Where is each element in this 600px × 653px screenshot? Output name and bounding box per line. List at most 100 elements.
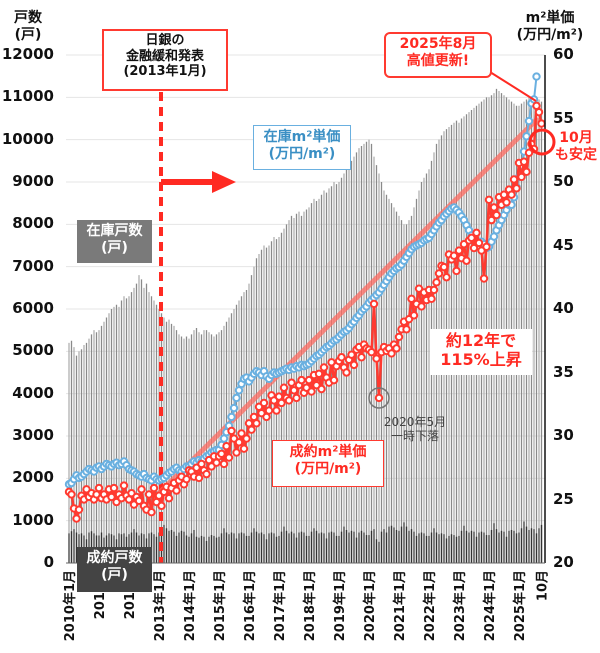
x-tick-label: 2021年1月	[392, 570, 408, 641]
contract-price-point	[107, 492, 116, 502]
left-tick-label: 12000	[1, 45, 54, 63]
contract-price-point	[472, 228, 481, 238]
contract-price-point	[194, 473, 204, 483]
contract-price-point	[109, 483, 119, 493]
arrow-icon	[161, 171, 236, 193]
left-tick-label: 7000	[12, 256, 54, 275]
contract-price-point	[74, 505, 84, 514]
contract-price-point	[319, 363, 329, 372]
contract-price-point	[489, 203, 499, 212]
inventory-price-label: 在庫m²単価 (万円/m²)	[253, 125, 351, 170]
contract-price-point	[314, 369, 324, 378]
contract-price-point	[219, 459, 229, 469]
contract-price-point	[272, 406, 281, 415]
contract-price-point	[434, 269, 444, 278]
contract-price-series	[64, 101, 546, 524]
contract-price-point	[462, 256, 471, 265]
x-axis-labels: 2010年1月 2011年 2012年 2013年1月 2014年1月 2015年1月 20…	[62, 570, 551, 641]
covid-dip-circle	[368, 387, 390, 409]
stable-annotation: 10月 も安定	[555, 130, 597, 163]
contract-price-point	[432, 278, 441, 287]
high-callout: 2025年8月 高値更新!	[384, 32, 492, 78]
contract-price-point	[242, 434, 251, 443]
contract-price-point	[259, 398, 269, 408]
left-axis-title: 戸数 (戸)	[14, 10, 42, 43]
x-tick-label: 10月	[536, 570, 551, 601]
contract-price-point	[372, 354, 381, 363]
inventory-price-point	[232, 393, 241, 403]
covid-annotation: 2020年5月 一時下落	[383, 415, 447, 444]
contract-price-point	[232, 448, 241, 457]
contract-price-point	[452, 266, 461, 276]
contract-price-point	[149, 483, 159, 493]
left-tick-label: 11000	[1, 87, 54, 106]
contract-price-point	[357, 353, 366, 362]
contract-price-point	[342, 368, 351, 377]
contract-price-point	[407, 294, 416, 304]
x-tick-label: 2020年1月	[362, 570, 378, 641]
contract-units-label: 成約戸数 (戸)	[77, 547, 152, 592]
left-tick-label: 6000	[12, 299, 54, 317]
contract-price-point	[469, 243, 479, 253]
contract-price-point	[369, 299, 379, 309]
contract-price-point	[499, 190, 509, 199]
contract-price-point	[307, 387, 316, 396]
contract-price-point	[292, 393, 301, 403]
trend-line	[156, 117, 539, 496]
right-tick-label: 20	[553, 553, 574, 571]
x-tick-label: 2024年1月	[482, 570, 498, 641]
contract-price-point	[454, 246, 464, 255]
contract-price-point	[164, 494, 174, 503]
contract-price-point	[417, 302, 426, 311]
contract-price-point	[484, 195, 494, 204]
inventory-price-point	[524, 116, 534, 126]
contract-price-point	[252, 419, 261, 428]
contract-price-point	[182, 474, 191, 484]
contract-price-point	[392, 344, 401, 353]
left-tick-label: 4000	[12, 383, 54, 402]
left-tick-label: 8000	[12, 214, 54, 233]
contract-price-point	[202, 469, 211, 479]
contract-price-point	[509, 175, 519, 184]
contract-price-point	[394, 332, 404, 342]
x-tick-label: 2015年1月	[212, 570, 228, 641]
contract-price-point	[479, 274, 489, 283]
contract-price-point	[304, 375, 314, 385]
contract-price-point	[427, 294, 436, 304]
contract-price-point	[227, 426, 236, 436]
contract-price-point	[72, 514, 81, 523]
contract-price-point	[144, 490, 154, 499]
contract-price-point	[157, 501, 166, 511]
contract-price-point	[134, 496, 144, 505]
contract-price-point	[67, 490, 76, 499]
contract-price-point	[387, 349, 396, 358]
right-tick-label: 40	[553, 299, 574, 317]
left-tick-label: 10000	[1, 129, 54, 148]
contract-price-point	[222, 441, 231, 451]
x-tick-label: 2019年1月	[332, 570, 348, 641]
contract-price-point	[449, 251, 459, 260]
inventory-units-label: 在庫戸数 (戸)	[77, 220, 152, 263]
right-tick-label: 25	[553, 489, 574, 508]
x-tick-label: 2010年1月	[62, 570, 78, 641]
x-tick-label: 2023年1月	[452, 570, 468, 641]
x-tick-label: 2014年1月	[182, 570, 198, 641]
contract-price-point	[284, 396, 294, 405]
contract-price-point	[512, 184, 521, 193]
right-tick-label: 45	[553, 235, 574, 254]
left-tick-label: 3000	[12, 426, 54, 444]
contract-price-point	[402, 325, 411, 334]
contract-price-point	[474, 238, 484, 248]
right-axis-title: m²単価 (万円/m²)	[516, 10, 584, 43]
x-tick-label: 2017年1月	[272, 570, 288, 641]
right-tick-label: 30	[553, 426, 574, 444]
contract-price-point	[264, 406, 274, 415]
contract-price-point	[467, 233, 476, 243]
contract-price-point	[247, 425, 256, 434]
contract-price-point	[482, 242, 491, 251]
october-circle	[528, 128, 556, 156]
contract-price-point	[119, 481, 129, 490]
contract-price-label: 成約m²単価 (万円/m²)	[272, 440, 384, 487]
x-tick-label: 2022年1月	[422, 570, 438, 641]
